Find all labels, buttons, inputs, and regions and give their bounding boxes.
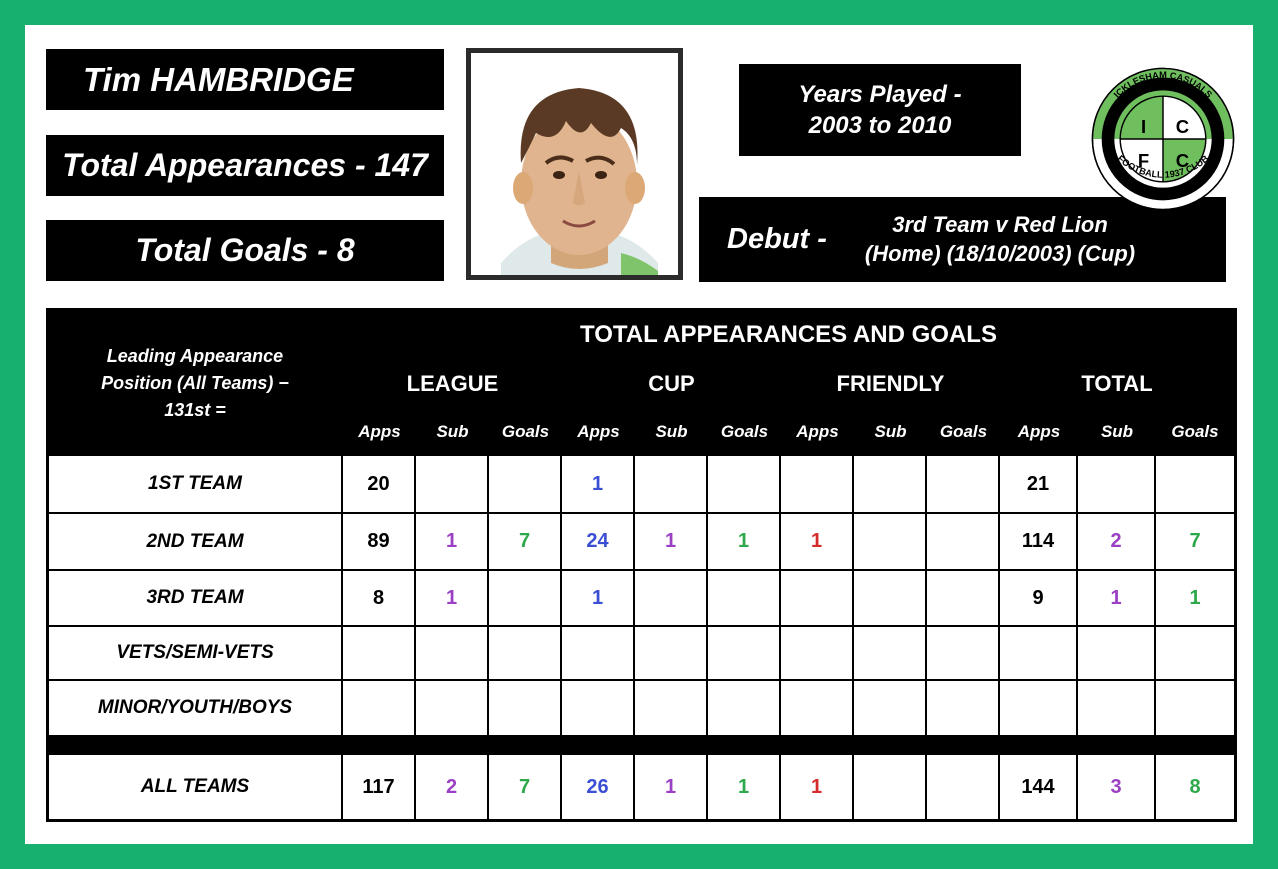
svg-text:C: C [1176, 116, 1189, 137]
svg-text:I: I [1141, 116, 1146, 137]
